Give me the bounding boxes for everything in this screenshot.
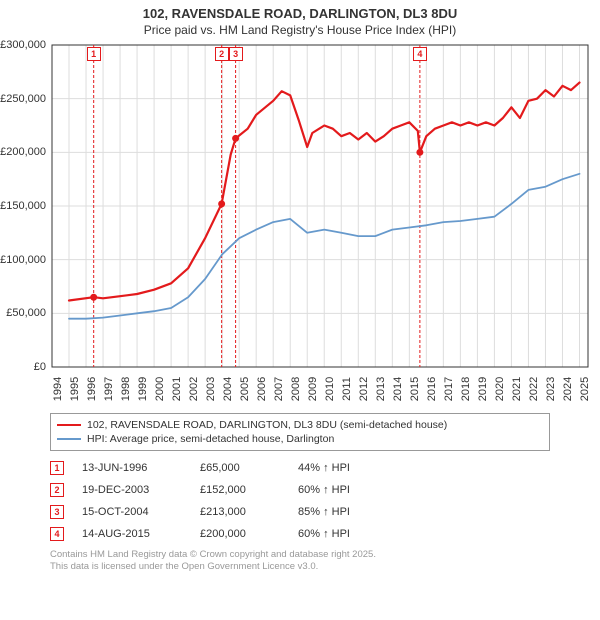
tx-pct: 85% ↑ HPI: [298, 506, 398, 518]
legend-row-series-1: HPI: Average price, semi-detached house,…: [57, 432, 543, 446]
transaction-row: 1 13-JUN-1996 £65,000 44% ↑ HPI: [50, 457, 550, 479]
x-tick-label: 2015: [409, 377, 421, 401]
y-tick-label: £200,000: [0, 146, 50, 158]
x-tick-label: 2025: [579, 377, 591, 401]
tx-price: £200,000: [200, 528, 280, 540]
x-tick-label: 2012: [358, 377, 370, 401]
chart-marker: 1: [87, 47, 101, 61]
y-tick-label: £0: [34, 361, 50, 373]
tx-pct: 44% ↑ HPI: [298, 462, 398, 474]
chart-marker: 4: [413, 47, 427, 61]
x-tick-label: 2007: [273, 377, 285, 401]
x-tick-label: 2008: [290, 377, 302, 401]
x-tick-label: 1998: [120, 377, 132, 401]
tx-marker: 2: [50, 483, 64, 497]
x-tick-label: 2018: [460, 377, 472, 401]
chart-svg: [50, 41, 590, 371]
legend-swatch-0: [57, 424, 81, 426]
x-tick-label: 2020: [494, 377, 506, 401]
x-tick-label: 2002: [188, 377, 200, 401]
footer-attribution: Contains HM Land Registry data © Crown c…: [50, 549, 550, 574]
tx-date: 15-OCT-2004: [82, 506, 182, 518]
legend-row-series-0: 102, RAVENSDALE ROAD, DARLINGTON, DL3 8D…: [57, 418, 543, 432]
tx-marker: 3: [50, 505, 64, 519]
page: 102, RAVENSDALE ROAD, DARLINGTON, DL3 8D…: [0, 0, 600, 620]
legend: 102, RAVENSDALE ROAD, DARLINGTON, DL3 8D…: [50, 413, 550, 451]
x-tick-label: 2019: [477, 377, 489, 401]
tx-marker: 4: [50, 527, 64, 541]
transaction-row: 4 14-AUG-2015 £200,000 60% ↑ HPI: [50, 523, 550, 545]
x-tick-label: 2004: [222, 377, 234, 401]
x-tick-label: 1999: [137, 377, 149, 401]
x-tick-label: 2006: [256, 377, 268, 401]
footer-line-1: Contains HM Land Registry data © Crown c…: [50, 549, 550, 561]
page-subtitle: Price paid vs. HM Land Registry's House …: [0, 23, 600, 41]
footer-line-2: This data is licensed under the Open Gov…: [50, 561, 550, 573]
chart-marker: 2: [215, 47, 229, 61]
x-tick-label: 2000: [154, 377, 166, 401]
chart-area: £0£50,000£100,000£150,000£200,000£250,00…: [50, 41, 590, 371]
legend-swatch-1: [57, 438, 81, 440]
x-tick-label: 2011: [341, 377, 353, 401]
tx-date: 19-DEC-2003: [82, 484, 182, 496]
x-tick-label: 2014: [392, 377, 404, 401]
chart-marker: 3: [229, 47, 243, 61]
x-tick-label: 2005: [239, 377, 251, 401]
tx-pct: 60% ↑ HPI: [298, 484, 398, 496]
x-tick-label: 2024: [562, 377, 574, 401]
tx-date: 13-JUN-1996: [82, 462, 182, 474]
transactions-table: 1 13-JUN-1996 £65,000 44% ↑ HPI 2 19-DEC-2003…: [50, 457, 550, 545]
x-tick-label: 1996: [86, 377, 98, 401]
legend-label-1: HPI: Average price, semi-detached house,…: [87, 433, 334, 445]
x-tick-label: 2001: [171, 377, 183, 401]
tx-price: £152,000: [200, 484, 280, 496]
x-tick-label: 1997: [103, 377, 115, 401]
tx-price: £213,000: [200, 506, 280, 518]
tx-price: £65,000: [200, 462, 280, 474]
x-tick-label: 2010: [324, 377, 336, 401]
x-tick-label: 2009: [307, 377, 319, 401]
tx-pct: 60% ↑ HPI: [298, 528, 398, 540]
legend-label-0: 102, RAVENSDALE ROAD, DARLINGTON, DL3 8D…: [87, 419, 447, 431]
x-tick-label: 2021: [511, 377, 523, 401]
x-tick-label: 2023: [545, 377, 557, 401]
tx-date: 14-AUG-2015: [82, 528, 182, 540]
y-tick-label: £100,000: [0, 254, 50, 266]
y-tick-label: £250,000: [0, 93, 50, 105]
x-tick-label: 1994: [52, 377, 64, 401]
x-tick-label: 1995: [69, 377, 81, 401]
page-title: 102, RAVENSDALE ROAD, DARLINGTON, DL3 8D…: [0, 0, 600, 23]
x-tick-label: 2017: [443, 377, 455, 401]
transaction-row: 2 19-DEC-2003 £152,000 60% ↑ HPI: [50, 479, 550, 501]
x-tick-label: 2016: [426, 377, 438, 401]
y-tick-label: £300,000: [0, 39, 50, 51]
y-tick-label: £150,000: [0, 200, 50, 212]
transaction-row: 3 15-OCT-2004 £213,000 85% ↑ HPI: [50, 501, 550, 523]
y-tick-label: £50,000: [6, 307, 50, 319]
x-tick-label: 2003: [205, 377, 217, 401]
tx-marker: 1: [50, 461, 64, 475]
x-tick-label: 2013: [375, 377, 387, 401]
x-tick-label: 2022: [528, 377, 540, 401]
